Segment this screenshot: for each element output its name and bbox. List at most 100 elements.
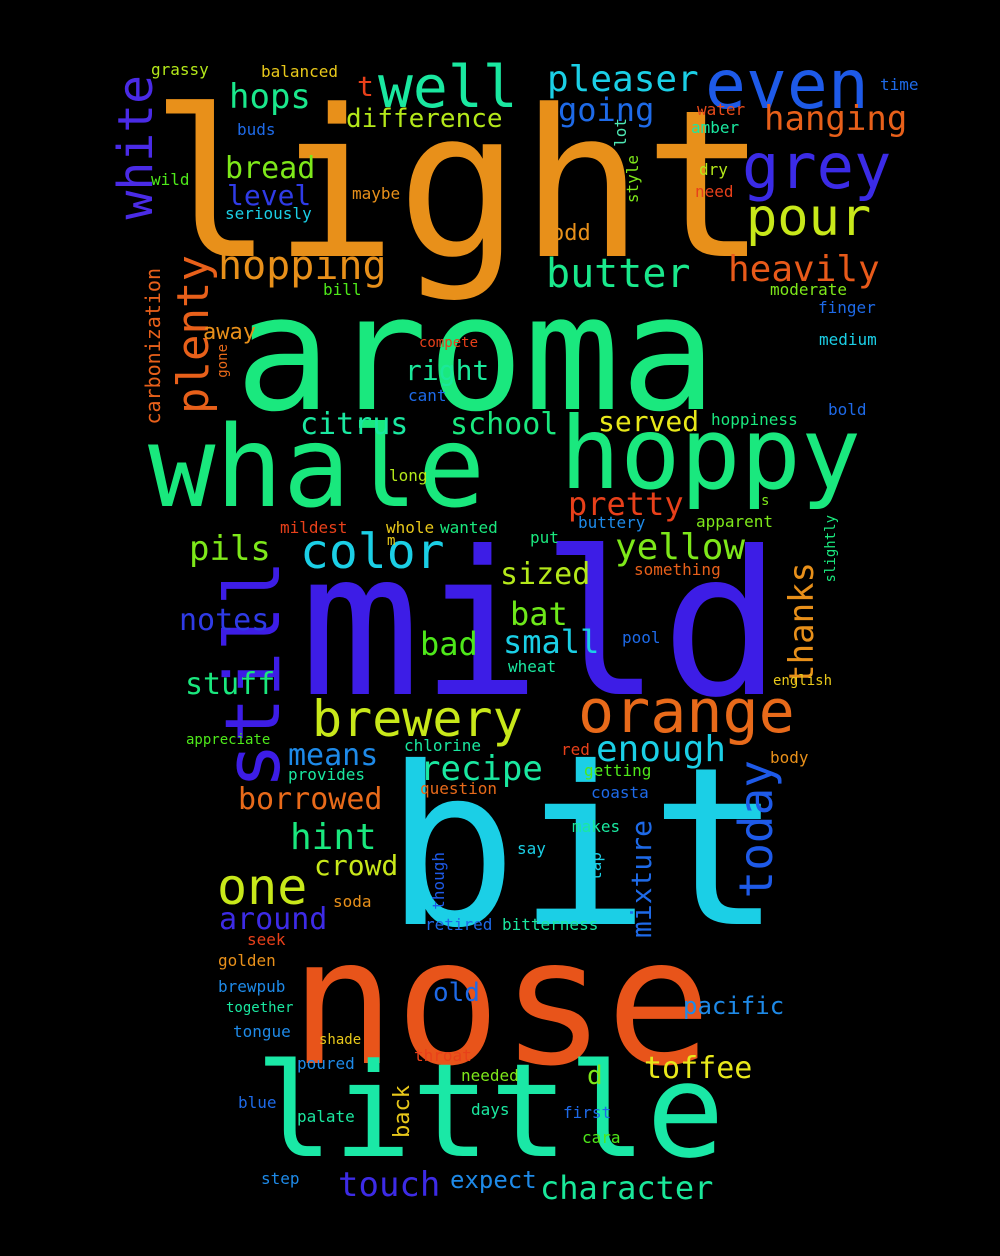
cloud-word-m: m (387, 533, 396, 549)
cloud-word-medium: medium (819, 330, 877, 349)
cloud-word-whale: whale (148, 403, 486, 533)
cloud-word-aroma: aroma (235, 260, 717, 447)
cloud-word-hoppiness: hoppiness (711, 410, 798, 429)
cloud-word-little: little (255, 1035, 725, 1187)
cloud-word-buttery: buttery (578, 513, 646, 532)
cloud-word-pretty: pretty (568, 485, 684, 523)
cloud-word-bit: bit (385, 720, 783, 976)
cloud-word-white: white (108, 75, 164, 220)
cloud-word-say: say (517, 839, 546, 858)
cloud-word-wild: wild (151, 170, 190, 189)
cloud-word-appreciate: appreciate (186, 732, 271, 748)
cloud-word-bad: bad (420, 625, 478, 663)
cloud-word-moderate: moderate (770, 280, 848, 299)
cloud-word-seriously: seriously (225, 204, 312, 223)
cloud-word-character: character (540, 1169, 714, 1207)
cloud-word-water: water (697, 100, 746, 119)
cloud-word-palate: palate (297, 1107, 355, 1126)
cloud-word-hint: hint (290, 817, 377, 858)
cloud-word-old: old (433, 978, 480, 1008)
cloud-word-needed: needed (461, 1066, 519, 1085)
cloud-word-seek: seek (247, 930, 286, 949)
cloud-word-school: school (450, 407, 559, 442)
cloud-word-lot: lot (611, 118, 630, 147)
cloud-word-light: light (150, 67, 768, 305)
cloud-word-mild: mild (300, 509, 782, 742)
cloud-word-soda: soda (333, 892, 372, 911)
cloud-word-hanging: hanging (764, 99, 908, 139)
cloud-word-even: even (705, 46, 869, 125)
cloud-word-days: days (471, 1100, 510, 1119)
cloud-word-borrowed: borrowed (238, 782, 383, 817)
cloud-word-hoppy: hoppy (560, 395, 862, 512)
cloud-word-sized: sized (500, 557, 591, 592)
cloud-word-crowd: crowd (314, 849, 399, 882)
cloud-word-bill: bill (323, 280, 362, 299)
cloud-word-amber: amber (691, 118, 740, 137)
cloud-word-golden: golden (218, 951, 276, 970)
cloud-word-one: one (217, 858, 308, 916)
cloud-word-pils: pils (189, 529, 271, 569)
cloud-word-makes: makes (572, 817, 621, 836)
cloud-word-mixture: mixture (625, 820, 658, 939)
cloud-word-stuff: stuff (185, 667, 276, 702)
cloud-word-bitterness: bitterness (502, 915, 599, 934)
cloud-word-long: long (389, 466, 428, 485)
cloud-word-hops: hops (229, 77, 311, 117)
cloud-word-put: put (530, 528, 559, 547)
cloud-word-body: body (770, 748, 809, 767)
cloud-word-retired: retired (425, 915, 493, 934)
cloud-word-level: level (227, 179, 312, 212)
cloud-word-tap: tap (586, 852, 605, 881)
cloud-word-wheat: wheat (508, 657, 557, 676)
cloud-word-chlorine: chlorine (404, 736, 482, 755)
cloud-word-difference: difference (346, 104, 503, 134)
cloud-word-shade: shade (319, 1032, 362, 1048)
cloud-word-getting: getting (584, 761, 652, 780)
cloud-word-throat: throat (414, 1046, 472, 1065)
cloud-word-grassy: grassy (151, 60, 209, 79)
cloud-word-time: time (880, 75, 919, 94)
cloud-word-english: english (773, 673, 833, 689)
cloud-word-maybe: maybe (352, 184, 401, 203)
cloud-word-something: something (634, 560, 721, 579)
cloud-word-pool: pool (622, 628, 661, 647)
cloud-word-thanks: thanks (782, 562, 822, 685)
cloud-word-citrus: citrus (300, 407, 409, 442)
cloud-word-enough: enough (596, 729, 727, 770)
cloud-word-nose: nose (290, 902, 712, 1105)
cloud-word-bat: bat (510, 595, 568, 633)
cloud-word-cant: cant (408, 386, 447, 405)
cloud-word-well: well (378, 53, 518, 121)
cloud-word-question: question (420, 779, 498, 798)
cloud-word-red: red (561, 740, 590, 759)
cloud-word-wanted: wanted (440, 518, 498, 537)
cloud-word-orange: orange (578, 677, 795, 747)
cloud-word-though: though (429, 852, 448, 910)
cloud-word-color: color (300, 524, 445, 580)
cloud-word-yellow: yellow (615, 527, 746, 568)
cloud-word-small: small (503, 623, 600, 661)
cloud-word-pacific: pacific (683, 992, 785, 1020)
cloud-word-gone: gone (215, 344, 231, 378)
cloud-word-bread: bread (225, 151, 316, 186)
cloud-word-style: style (623, 155, 642, 204)
cloud-word-expect: expect (450, 1166, 537, 1194)
cloud-word-first: first (563, 1103, 612, 1122)
cloud-word-t: t (357, 70, 374, 103)
cloud-word-brewery: brewery (312, 690, 523, 748)
cloud-word-going: going (558, 91, 655, 129)
cloud-word-brewpub: brewpub (218, 977, 286, 996)
cloud-word-means: means (288, 738, 379, 773)
cloud-word-together: together (226, 1000, 294, 1016)
cloud-word-d: d (587, 1061, 603, 1091)
cloud-word-hopping: hopping (218, 243, 387, 289)
cloud-word-back: back (390, 1085, 415, 1138)
cloud-word-buds: buds (237, 120, 276, 139)
cloud-word-right: right (405, 354, 490, 387)
cloud-word-compete: compete (419, 335, 479, 351)
cloud-word-tongue: tongue (233, 1022, 291, 1041)
cloud-word-poured: poured (297, 1054, 355, 1073)
cloud-word-need: need (695, 182, 734, 201)
cloud-word-s: s (761, 493, 770, 509)
